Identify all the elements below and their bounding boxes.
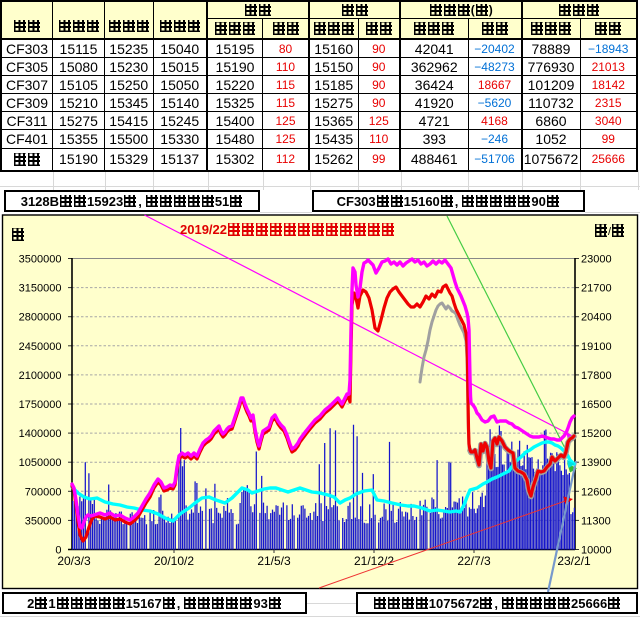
svg-text:20400: 20400 — [581, 312, 612, 324]
svg-text:20/3/3: 20/3/3 — [57, 554, 91, 568]
svg-text:22/7/3: 22/7/3 — [457, 554, 491, 568]
svg-text:12600: 12600 — [581, 486, 612, 498]
svg-text:23000: 23000 — [581, 254, 612, 266]
svg-text:0: 0 — [55, 545, 61, 557]
svg-text:1050000: 1050000 — [19, 457, 62, 469]
svg-text:2800000: 2800000 — [19, 312, 62, 324]
svg-text:3150000: 3150000 — [19, 283, 62, 295]
svg-text:21/5/3: 21/5/3 — [257, 554, 291, 568]
svg-text:13900: 13900 — [581, 457, 612, 469]
svg-text:10000: 10000 — [581, 545, 612, 557]
svg-text:1750000: 1750000 — [19, 399, 62, 411]
svg-text:700000: 700000 — [25, 486, 62, 498]
svg-text:19100: 19100 — [581, 341, 612, 353]
svg-text:17800: 17800 — [581, 370, 612, 382]
svg-text:16500: 16500 — [581, 399, 612, 411]
svg-text:1400000: 1400000 — [19, 428, 62, 440]
svg-text:21700: 21700 — [581, 283, 612, 295]
svg-text:3500000: 3500000 — [19, 254, 62, 266]
svg-text:15200: 15200 — [581, 428, 612, 440]
svg-text:11300: 11300 — [581, 515, 611, 527]
svg-text:23/2/1: 23/2/1 — [557, 554, 591, 568]
svg-text:21/12/2: 21/12/2 — [354, 554, 394, 568]
svg-text:350000: 350000 — [25, 515, 62, 527]
svg-text:20/10/2: 20/10/2 — [154, 554, 194, 568]
svg-text:2450000: 2450000 — [19, 341, 62, 353]
svg-text:2100000: 2100000 — [19, 370, 62, 382]
